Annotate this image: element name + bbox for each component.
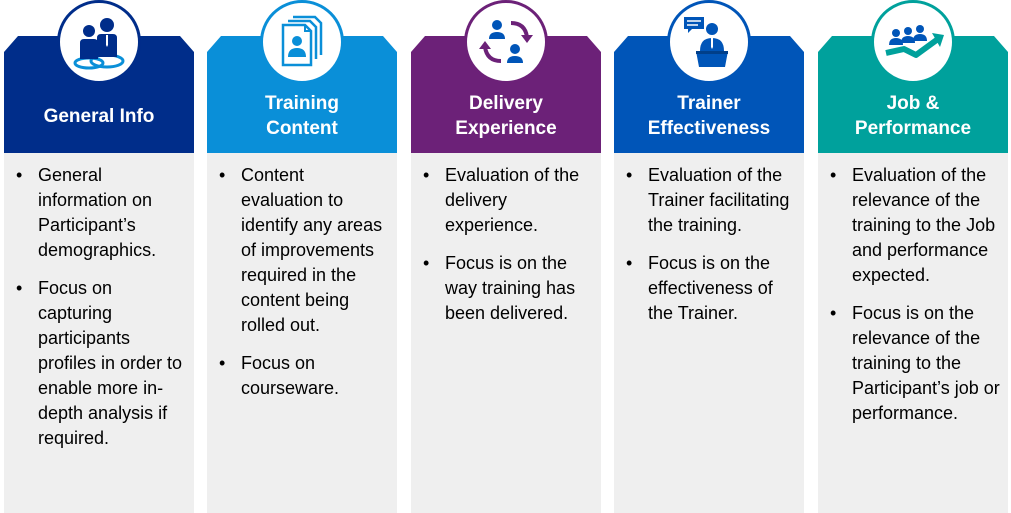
column-delivery-experience: Delivery Experience Evaluation of the de…	[411, 0, 601, 513]
bullet-item: Focus on courseware.	[219, 351, 389, 401]
column-training-content: Training Content Content evaluation to i…	[207, 0, 397, 513]
header-shape	[818, 36, 1008, 153]
bullet-item: Content evaluation to identify any areas…	[219, 163, 389, 338]
column-title: Training Content	[265, 93, 339, 139]
column-body: Evaluation of the relevance of the train…	[818, 153, 1008, 513]
column-header: General Info	[4, 36, 194, 153]
header-shape	[207, 36, 397, 153]
column-body: Evaluation of the delivery experience. F…	[411, 153, 601, 513]
bullet-item: Focus on capturing participants profiles…	[16, 276, 186, 451]
column-job-performance: Job & Performance Evaluation of the rele…	[818, 0, 1008, 513]
column-title: Delivery Experience	[455, 93, 557, 139]
profile-documents-icon	[281, 15, 323, 67]
bullet-list: Content evaluation to identify any areas…	[207, 153, 397, 401]
bullet-item: Focus is on the way training has been de…	[423, 251, 593, 326]
people-exchange-icon	[479, 20, 533, 63]
bullet-item: General information on Participant’s dem…	[16, 163, 186, 263]
column-title: Job & Performance	[854, 93, 972, 139]
group-people-icon	[73, 18, 125, 70]
bullet-item: Evaluation of the delivery experience.	[423, 163, 593, 238]
column-header: Job & Performance	[818, 36, 1008, 153]
column-header: Training Content	[207, 36, 397, 153]
column-general-info: General Info General information on Part…	[4, 0, 194, 513]
bullet-item: Evaluation of the Trainer facilitating t…	[626, 163, 796, 238]
column-title: Trainer Effectiveness	[647, 93, 771, 139]
icon-circle	[260, 0, 344, 84]
icon-circle	[464, 0, 548, 84]
header-shape	[614, 36, 804, 153]
header-shape	[411, 36, 601, 153]
column-header: Delivery Experience	[411, 36, 601, 153]
header-shape	[4, 36, 194, 153]
column-trainer-effectiveness: Trainer Effectiveness Evaluation of the …	[614, 0, 804, 513]
column-header: Trainer Effectiveness	[614, 36, 804, 153]
bullet-item: Evaluation of the relevance of the train…	[830, 163, 1000, 288]
column-body: Evaluation of the Trainer facilitating t…	[614, 153, 804, 513]
bullet-list: General information on Participant’s dem…	[4, 153, 194, 451]
bullet-list: Evaluation of the relevance of the train…	[818, 153, 1008, 426]
bullet-list: Evaluation of the delivery experience. F…	[411, 153, 601, 326]
bullet-item: Focus is on the effectiveness of the Tra…	[626, 251, 796, 326]
speaker-podium-icon	[684, 17, 728, 67]
icon-circle	[667, 0, 751, 84]
column-body: Content evaluation to identify any areas…	[207, 153, 397, 513]
icon-circle	[871, 0, 955, 84]
icon-circle	[57, 0, 141, 84]
column-body: General information on Participant’s dem…	[4, 153, 194, 513]
bullet-item: Focus is on the relevance of the trainin…	[830, 301, 1000, 426]
bullet-list: Evaluation of the Trainer facilitating t…	[614, 153, 804, 326]
team-growth-icon	[885, 25, 944, 58]
column-title: General Info	[43, 105, 155, 127]
